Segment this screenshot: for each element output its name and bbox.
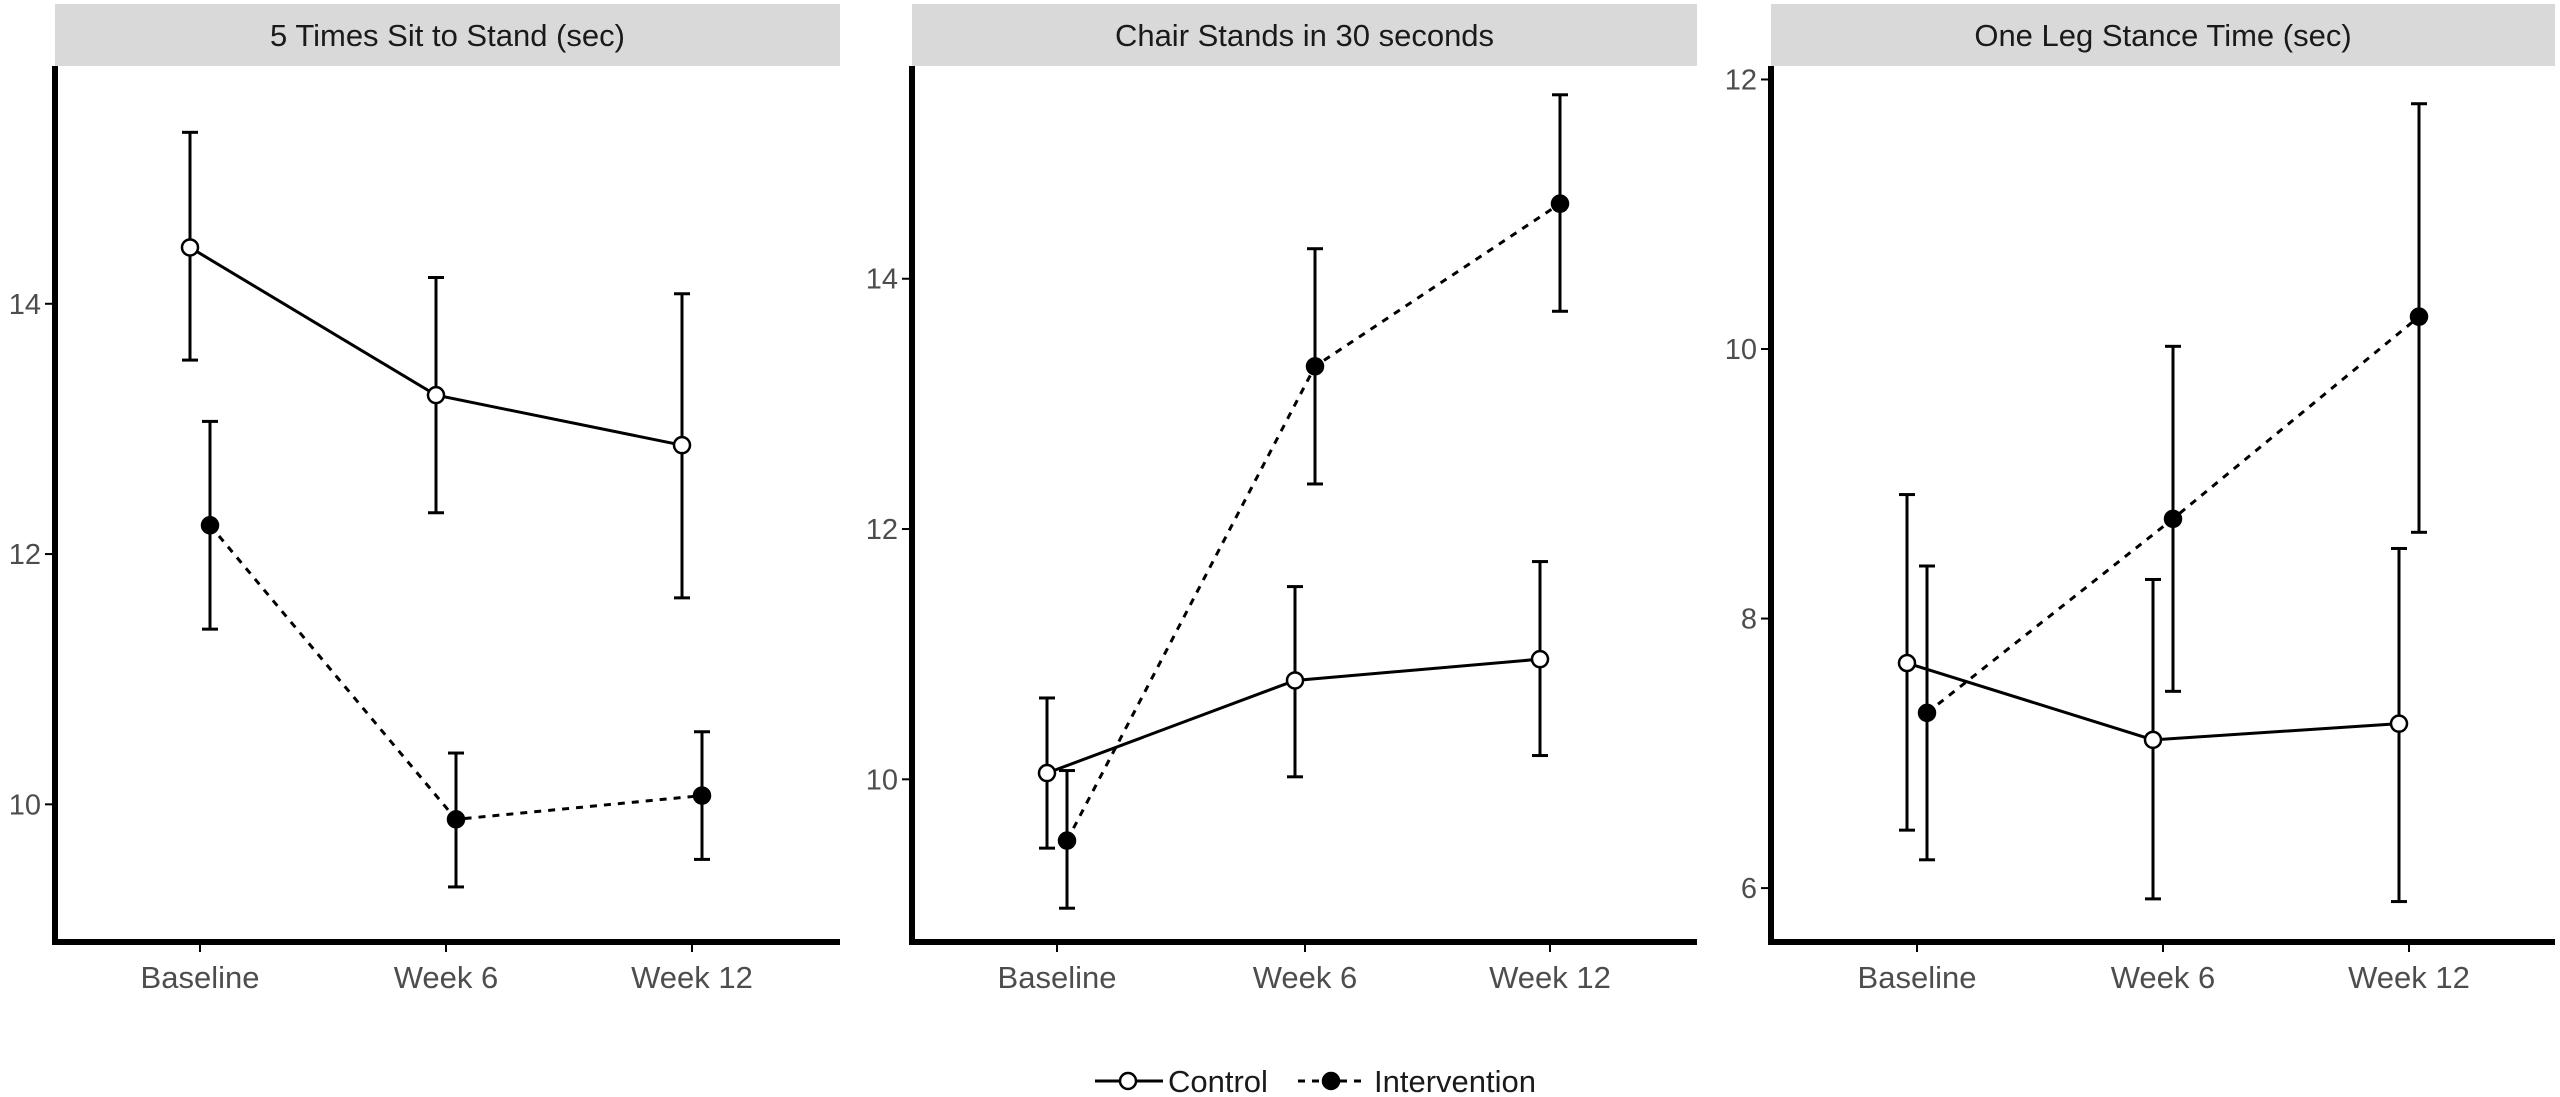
series-control xyxy=(180,130,692,600)
data-point xyxy=(1530,649,1550,669)
x-tick-label: Week 12 xyxy=(1489,960,1611,995)
data-point xyxy=(672,435,692,455)
facet-strip xyxy=(1771,4,2555,66)
y-tick-label: 10 xyxy=(9,789,41,821)
y-tick-label: 14 xyxy=(9,289,41,321)
data-point xyxy=(2389,714,2409,733)
data-point xyxy=(2163,509,2183,529)
y-tick-label: 12 xyxy=(1725,64,1757,96)
data-point xyxy=(180,238,200,257)
x-tick-label: Baseline xyxy=(1858,960,1977,995)
data-point xyxy=(1305,357,1325,376)
x-tick-label: Week 12 xyxy=(631,960,753,995)
data-point xyxy=(446,810,466,829)
y-tick-label: 8 xyxy=(1741,604,1757,636)
data-point xyxy=(2143,730,2163,750)
x-tick-label: Week 6 xyxy=(394,960,499,995)
legend-key-marker xyxy=(1321,1071,1341,1091)
x-tick-label: Week 6 xyxy=(1253,960,1358,995)
data-point xyxy=(2409,307,2429,326)
x-tick-label: Week 12 xyxy=(2348,960,2470,995)
panel-1: 5 Times Sit to Stand (sec) 10 12 14 Baseline… xyxy=(9,4,840,995)
series-control xyxy=(1897,493,2409,904)
legend-item-intervention: Intervention xyxy=(1298,1064,1536,1097)
data-point xyxy=(1057,831,1077,850)
legend-item-control: Control xyxy=(1095,1064,1268,1097)
series-control xyxy=(1037,560,1550,850)
y-tick-label: 10 xyxy=(866,764,898,796)
panel-title: 5 Times Sit to Stand (sec) xyxy=(270,18,625,53)
legend: Control Intervention xyxy=(1095,1064,1536,1097)
series-intervention xyxy=(1917,102,2429,862)
data-point xyxy=(200,516,220,535)
data-point xyxy=(692,786,712,805)
panel-title: Chair Stands in 30 seconds xyxy=(1115,18,1494,53)
series-intervention xyxy=(200,419,712,889)
data-point xyxy=(1897,653,1917,673)
data-point xyxy=(1037,763,1057,783)
legend-key-marker xyxy=(1118,1071,1138,1091)
legend-label: Intervention xyxy=(1374,1064,1536,1097)
panel-2: Chair Stands in 30 seconds 10 12 14 Baseline… xyxy=(866,4,1697,995)
y-tick-label: 12 xyxy=(9,539,41,571)
x-tick-label: Baseline xyxy=(141,960,260,995)
series-intervention xyxy=(1057,93,1570,910)
legend-label: Control xyxy=(1168,1064,1268,1097)
data-point xyxy=(426,385,446,405)
data-point xyxy=(1550,194,1570,213)
y-tick-label: 12 xyxy=(866,514,898,546)
y-tick-label: 6 xyxy=(1741,873,1757,905)
x-tick-label: Baseline xyxy=(998,960,1117,995)
x-tick-label: Week 6 xyxy=(2111,960,2216,995)
facet-strip xyxy=(55,4,840,66)
panels: 5 Times Sit to Stand (sec) 10 12 14 Baseline… xyxy=(9,4,2555,995)
data-point xyxy=(1917,703,1937,723)
facet-strip xyxy=(912,4,1697,66)
panel-3: One Leg Stance Time (sec) 6 8 10 12 Baseline W… xyxy=(1725,4,2555,995)
panel-title: One Leg Stance Time (sec) xyxy=(1974,18,2351,53)
y-tick-label: 14 xyxy=(866,264,898,296)
data-point xyxy=(1285,671,1305,690)
y-tick-label: 10 xyxy=(1725,334,1757,366)
